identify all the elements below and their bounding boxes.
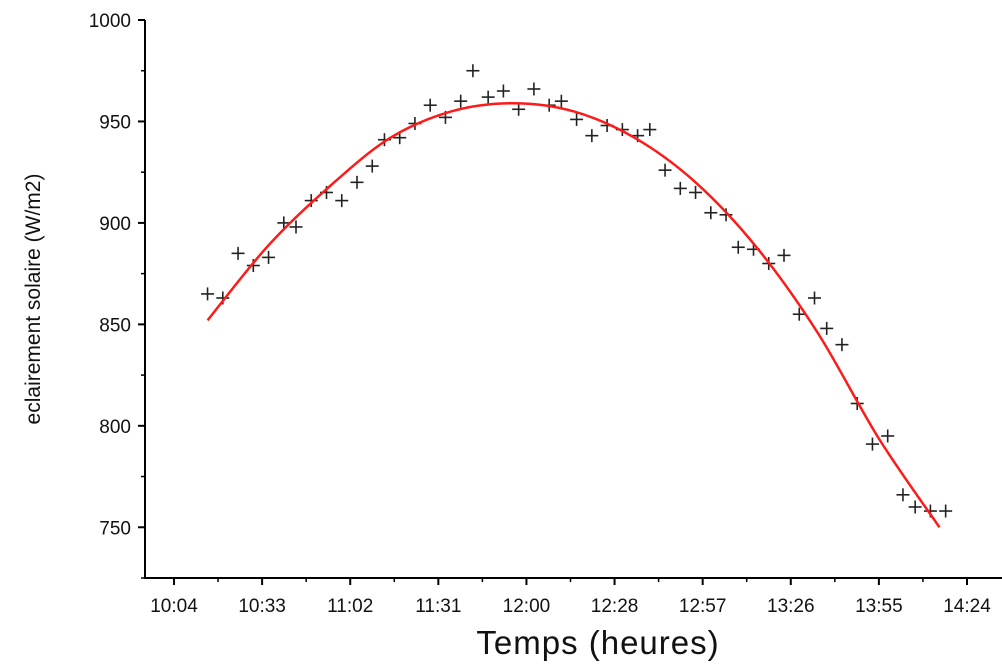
data-point	[704, 206, 718, 220]
x-axis-title: Temps (heures)	[476, 624, 719, 661]
data-point	[350, 175, 364, 189]
data-point	[792, 307, 806, 321]
data-point	[881, 429, 895, 443]
data-point	[939, 504, 953, 518]
x-axis-ticks: 10:04 10:33 11:02 11:31 12:00 12:28 12:57 13:26…	[150, 578, 991, 617]
data-point	[643, 123, 657, 137]
data-point	[689, 185, 703, 199]
y-axis-title: eclairement solaire (W/m2)	[22, 174, 45, 425]
data-point	[365, 159, 379, 173]
x-tick-label: 11:02	[327, 596, 373, 617]
data-point	[896, 488, 910, 502]
measurement-markers	[201, 64, 953, 518]
data-point	[481, 90, 495, 104]
data-point	[554, 94, 568, 108]
x-tick-label: 12:28	[591, 596, 639, 617]
x-tick-label: 13:26	[767, 596, 815, 617]
y-tick-label: 900	[99, 214, 131, 235]
x-tick-label: 12:57	[679, 596, 727, 617]
y-axis-ticks: 750 800 850 900 950 1000	[89, 11, 145, 579]
data-point	[277, 216, 291, 230]
data-point	[835, 338, 849, 352]
data-point	[496, 84, 510, 98]
data-point	[777, 248, 791, 262]
data-point	[262, 250, 276, 264]
x-tick-label: 10:04	[150, 596, 198, 617]
data-point	[527, 82, 541, 96]
y-tick-label: 750	[99, 518, 131, 539]
data-point	[719, 208, 733, 222]
data-point	[908, 500, 922, 514]
data-point	[865, 437, 879, 451]
data-point	[466, 64, 480, 78]
x-tick-label: 14:24	[943, 596, 991, 617]
data-point	[201, 287, 215, 301]
data-point	[289, 220, 303, 234]
x-tick-label: 11:31	[415, 596, 461, 617]
data-point	[731, 240, 745, 254]
data-point	[231, 246, 245, 260]
data-point	[673, 181, 687, 195]
data-point	[423, 98, 437, 112]
x-tick-label: 12:00	[503, 596, 551, 617]
y-tick-label: 800	[99, 417, 131, 438]
x-tick-label: 10:33	[238, 596, 286, 617]
data-point	[570, 112, 584, 126]
data-point	[454, 94, 468, 108]
y-tick-label: 850	[99, 315, 131, 336]
x-tick-label: 13:55	[855, 596, 903, 617]
data-point	[658, 163, 672, 177]
data-point	[335, 194, 349, 208]
data-point	[808, 291, 821, 305]
fitted-curve	[206, 101, 941, 529]
y-tick-label: 950	[99, 112, 131, 133]
data-point	[820, 321, 834, 335]
data-point	[304, 194, 318, 208]
data-point	[585, 129, 599, 143]
y-tick-label: 1000	[89, 11, 131, 32]
data-point	[512, 102, 526, 116]
